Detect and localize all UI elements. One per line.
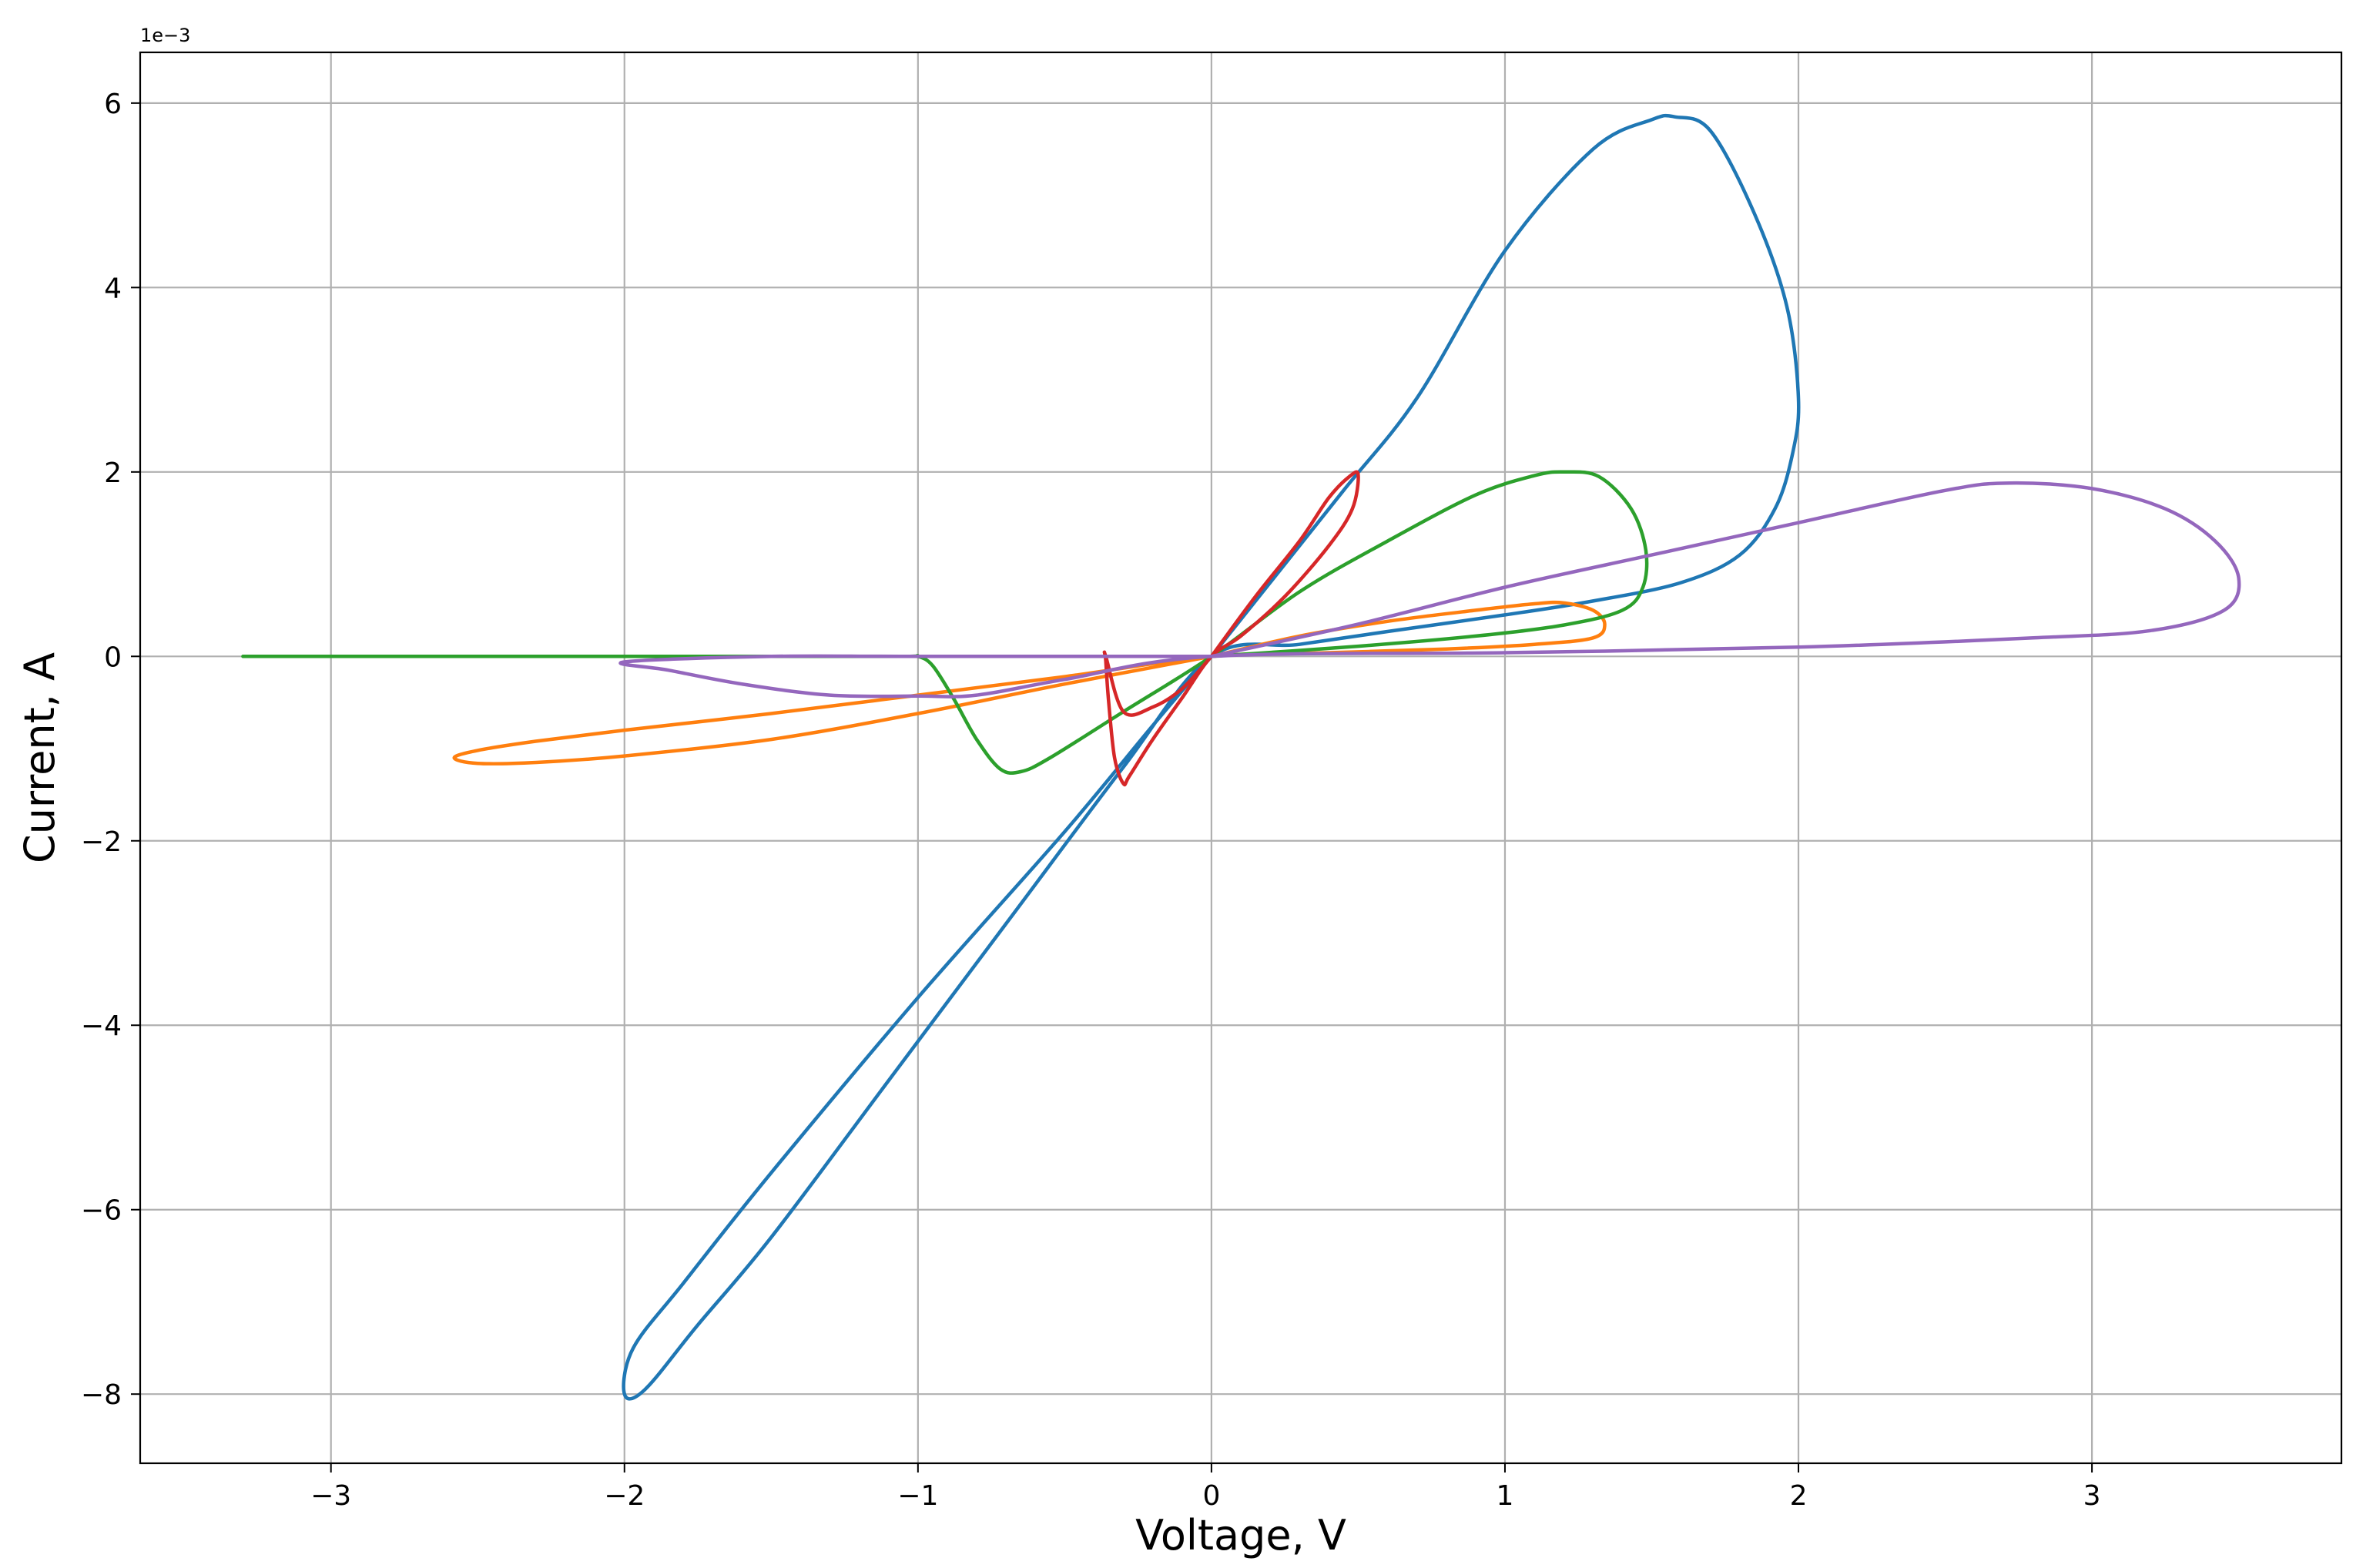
x-tick-label: −2	[604, 1480, 645, 1512]
series-group	[241, 113, 2241, 1401]
y-tick-label: 4	[104, 273, 122, 304]
y-axis-offset-label: 1e−3	[140, 25, 190, 46]
series-line-4	[1102, 470, 1360, 787]
series-line-2	[452, 600, 1607, 766]
x-tick-label: 0	[1202, 1480, 1220, 1512]
y-tick-label: 0	[104, 642, 122, 673]
x-tick-label: −3	[310, 1480, 351, 1512]
y-tick-label: −6	[81, 1195, 122, 1227]
ticks: −3 −2 −1 0 1 2 3 −8 −6 −4 −2 0 2 4 6	[81, 89, 2101, 1512]
y-tick-label: −2	[81, 826, 122, 858]
y-tick-label: 2	[104, 457, 122, 489]
x-axis-label: Voltage, V	[1135, 1511, 1346, 1560]
x-tick-label: −1	[897, 1480, 938, 1512]
x-tick-label: 3	[2083, 1480, 2101, 1512]
series-line-1	[622, 113, 1801, 1401]
y-tick-label: −4	[81, 1010, 122, 1042]
x-tick-label: 2	[1790, 1480, 1808, 1512]
series-line-5	[618, 481, 2241, 699]
x-tick-label: 1	[1497, 1480, 1514, 1512]
y-tick-label: 6	[104, 89, 122, 120]
plot-frame	[139, 51, 2343, 1465]
y-axis-label: Current, A	[15, 652, 64, 863]
y-tick-label: −8	[81, 1379, 122, 1411]
